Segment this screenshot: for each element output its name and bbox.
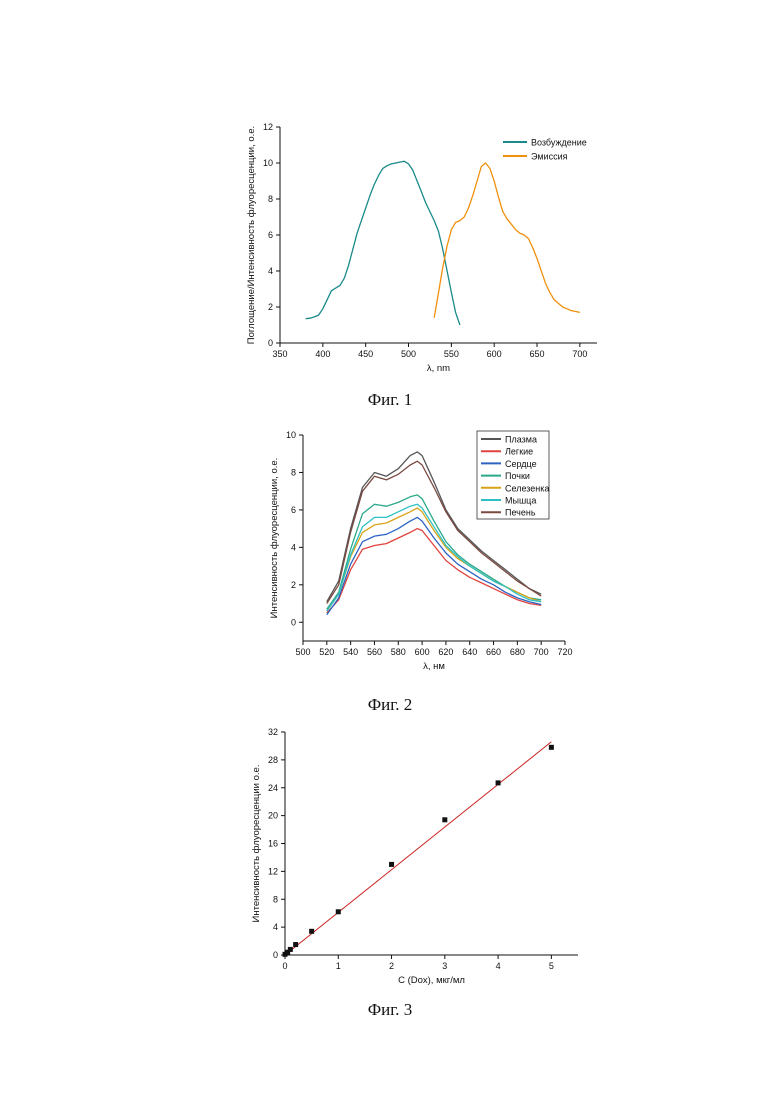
y-axis-label: Интенсивность флуоресценции о.е. [251, 765, 262, 923]
legend-label: Эмиссия [531, 152, 568, 162]
series-line-2 [434, 163, 580, 318]
x-axis-label: λ, nm [427, 363, 450, 374]
y-tick-label: 4 [268, 266, 273, 276]
figures-canvas: 350400450500550600650700024681012λ, nmПо… [0, 0, 780, 1103]
legend-label: Плазма [505, 435, 537, 445]
data-point [549, 745, 554, 750]
data-point [496, 780, 501, 785]
series-line-3 [327, 517, 541, 614]
x-tick-label: 350 [272, 349, 287, 359]
y-tick-label: 2 [268, 302, 273, 312]
chart-fig2: 500 520 540 560 580 600 620 640 660 680 700 720 0 2 4 6… [269, 430, 573, 672]
x-tick-label: 560 [367, 647, 382, 657]
x-tick-label: 500 [401, 349, 416, 359]
x-tick-label: 550 [444, 349, 459, 359]
caption-fig3: Фиг. 3 [0, 1000, 780, 1020]
x-tick-label: 680 [510, 647, 525, 657]
caption-fig1: Фиг. 1 [0, 390, 780, 410]
y-tick-label: 24 [268, 783, 278, 793]
y-tick-label: 10 [286, 430, 296, 440]
x-axis-label: λ, нм [423, 661, 445, 672]
data-point [389, 862, 394, 867]
y-tick-label: 8 [273, 894, 278, 904]
x-tick-label: 700 [572, 349, 587, 359]
y-axis-label: Поглощение/Интенсивность флуоресценции, … [246, 126, 257, 344]
chart-fig1: 350 400 450 500 550 600 650 700 0 2 4 6 8 10 12 λ, nm По… [246, 122, 597, 374]
y-tick-label: 4 [291, 542, 296, 552]
series-line-2 [327, 529, 541, 613]
data-point [442, 817, 447, 822]
x-tick-label: 400 [315, 349, 330, 359]
fit-line [285, 742, 551, 955]
y-tick-label: 2 [291, 580, 296, 590]
x-tick-label: 600 [415, 647, 430, 657]
x-tick-label: 660 [486, 647, 501, 657]
x-tick-label: 1 [336, 961, 341, 971]
legend-label: Сердце [505, 459, 537, 469]
x-tick-label: 580 [391, 647, 406, 657]
legend: Возбуждение Эмиссия [503, 138, 587, 162]
y-tick-label: 6 [291, 505, 296, 515]
x-tick-label: 700 [534, 647, 549, 657]
x-axis-label: С (Dox), мкг/мл [398, 975, 465, 986]
x-tick-label: 640 [462, 647, 477, 657]
legend: Плазма Легкие Сердце Почки Селезенка Мышца Печ… [477, 431, 549, 519]
y-tick-label: 4 [273, 922, 278, 932]
caption-fig2: Фиг. 2 [0, 695, 780, 715]
data-point [293, 942, 298, 947]
data-point [309, 929, 314, 934]
x-tick-label: 650 [530, 349, 545, 359]
legend-label: Почки [505, 471, 530, 481]
y-tick-label: 12 [263, 122, 273, 132]
legend-label: Возбуждение [531, 138, 587, 148]
y-tick-label: 6 [268, 230, 273, 240]
x-tick-label: 620 [438, 647, 453, 657]
x-tick-label: 0 [282, 961, 287, 971]
x-tick-label: 540 [343, 647, 358, 657]
y-tick-label: 0 [273, 950, 278, 960]
y-tick-label: 28 [268, 755, 278, 765]
y-tick-label: 0 [291, 617, 296, 627]
legend-label: Селезенка [505, 483, 549, 493]
y-axis-label: Интенсивность флуоресценции, о.е. [269, 458, 280, 619]
y-tick-label: 16 [268, 839, 278, 849]
y-tick-label: 32 [268, 727, 278, 737]
x-tick-label: 500 [295, 647, 310, 657]
legend-label: Легкие [505, 447, 533, 457]
x-tick-label: 600 [487, 349, 502, 359]
y-tick-label: 0 [268, 338, 273, 348]
x-tick-label: 3 [442, 961, 447, 971]
legend-label: Печень [505, 508, 536, 518]
x-tick-label: 2 [389, 961, 394, 971]
y-tick-label: 10 [263, 158, 273, 168]
data-point [336, 909, 341, 914]
y-tick-label: 12 [268, 866, 278, 876]
x-tick-label: 520 [319, 647, 334, 657]
chart-fig3: 012345048121620242832С (Dox), мкг/млИнте… [251, 727, 578, 986]
x-tick-label: 4 [496, 961, 501, 971]
x-tick-label: 720 [557, 647, 572, 657]
y-tick-label: 20 [268, 811, 278, 821]
x-tick-label: 5 [549, 961, 554, 971]
y-tick-label: 8 [268, 194, 273, 204]
y-tick-label: 8 [291, 467, 296, 477]
legend-label: Мышца [505, 496, 536, 506]
data-point [288, 947, 293, 952]
x-tick-label: 450 [358, 349, 373, 359]
